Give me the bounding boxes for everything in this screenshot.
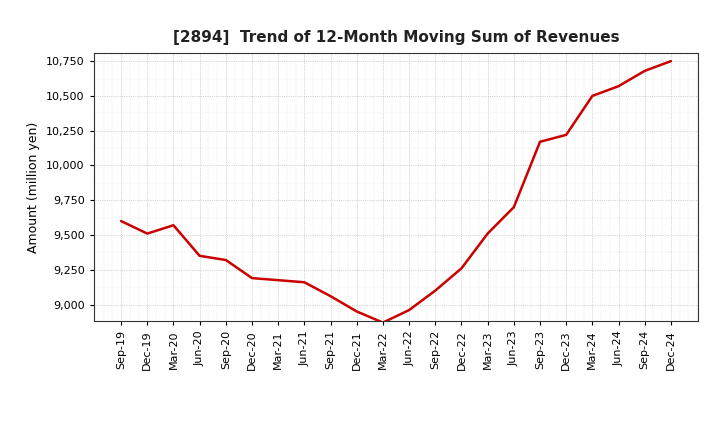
Y-axis label: Amount (million yen): Amount (million yen) <box>27 121 40 253</box>
Title: [2894]  Trend of 12-Month Moving Sum of Revenues: [2894] Trend of 12-Month Moving Sum of R… <box>173 29 619 45</box>
